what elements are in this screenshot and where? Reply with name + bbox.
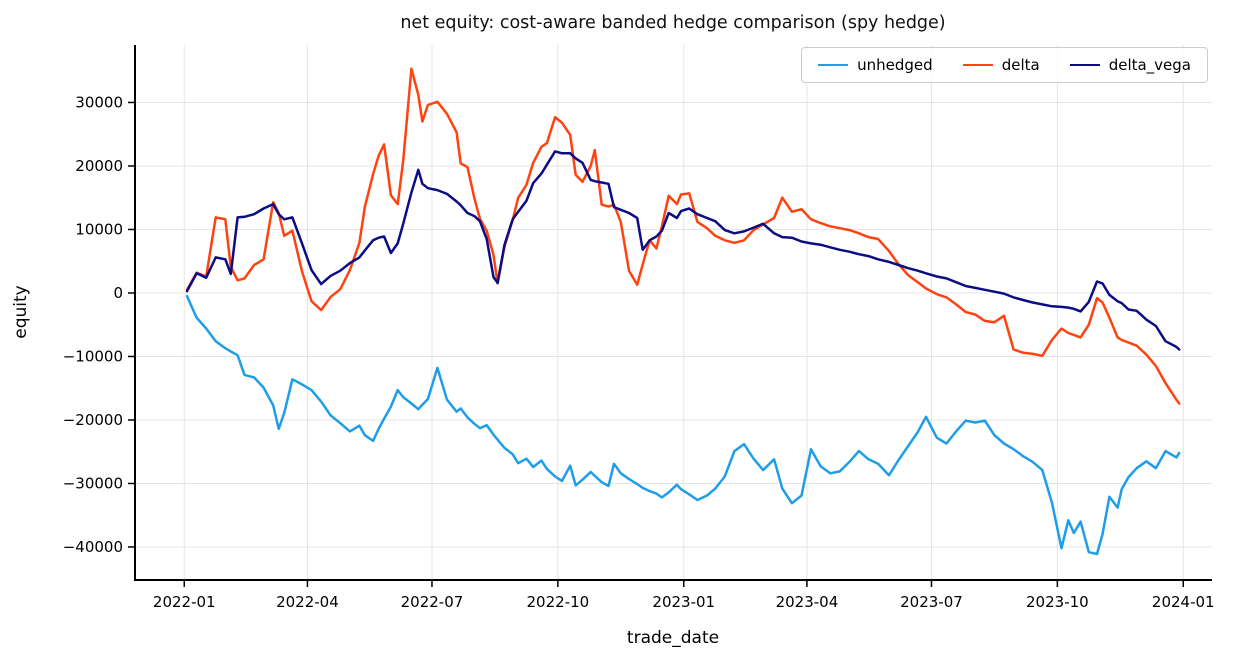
legend-item-delta: delta bbox=[962, 56, 1040, 74]
legend-label-unhedged: unhedged bbox=[857, 56, 933, 74]
x-tick-label: 2022-10 bbox=[527, 593, 590, 611]
x-tick-label: 2023-01 bbox=[652, 593, 715, 611]
series-layer bbox=[185, 67, 1181, 556]
legend-label-delta: delta bbox=[1001, 56, 1040, 74]
y-tick-label: −40000 bbox=[63, 538, 123, 556]
chart-title: net equity: cost-aware banded hedge comp… bbox=[400, 13, 945, 33]
y-axis-label: equity bbox=[11, 285, 31, 338]
axis-layer bbox=[128, 45, 1212, 587]
x-tick-label: 2024-01 bbox=[1152, 593, 1215, 611]
legend: unhedged delta delta_vega bbox=[801, 47, 1208, 83]
y-tick-label: −10000 bbox=[63, 347, 123, 365]
delta-vega-line-swatch-icon bbox=[1069, 64, 1100, 66]
x-tick-label: 2022-01 bbox=[153, 593, 216, 611]
y-tick-label: −20000 bbox=[63, 411, 123, 429]
legend-item-delta-vega: delta_vega bbox=[1069, 56, 1191, 74]
series-line-unhedged bbox=[185, 294, 1181, 556]
x-tick-label: 2022-04 bbox=[276, 593, 339, 611]
series-line-delta_vega bbox=[185, 150, 1181, 351]
x-axis-label: trade_date bbox=[627, 628, 719, 648]
x-tick-label: 2023-04 bbox=[776, 593, 839, 611]
x-tick-label: 2022-07 bbox=[401, 593, 464, 611]
delta-line-swatch-icon bbox=[962, 64, 993, 66]
x-tick-label: 2023-10 bbox=[1026, 593, 1089, 611]
grid-layer bbox=[135, 45, 1212, 580]
legend-label-delta-vega: delta_vega bbox=[1108, 56, 1191, 74]
y-tick-label: 10000 bbox=[75, 220, 123, 238]
x-tick-label: 2023-07 bbox=[900, 593, 963, 611]
series-line-delta bbox=[185, 67, 1181, 405]
y-tick-label: 0 bbox=[113, 284, 123, 302]
unhedged-line-swatch-icon bbox=[818, 64, 849, 66]
y-tick-label: 20000 bbox=[75, 157, 123, 175]
y-tick-label: 30000 bbox=[75, 93, 123, 111]
legend-item-unhedged: unhedged bbox=[818, 56, 933, 74]
label-layer: net equity: cost-aware banded hedge comp… bbox=[11, 13, 1215, 648]
y-tick-label: −30000 bbox=[63, 474, 123, 492]
